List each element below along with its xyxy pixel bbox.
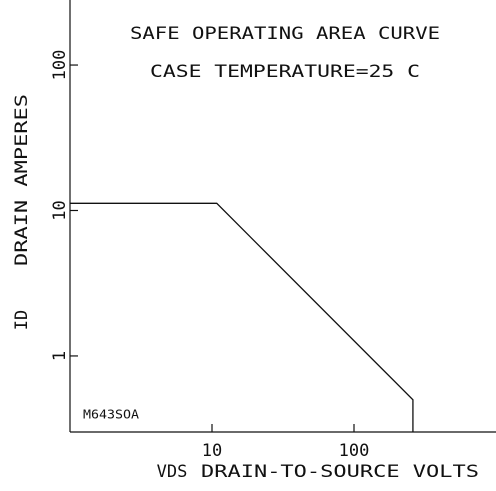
y-tick-label: 10 (50, 200, 70, 220)
y-axis-label: DRAIN AMPERES (12, 94, 32, 266)
chart-subtitle: CASE TEMPERATURE=25 C (150, 62, 420, 82)
soa-line (70, 202, 414, 432)
x-axis-label-short: VDS (157, 462, 188, 482)
y-axis-label-short: ID (12, 310, 32, 330)
chart-title: SAFE OPERATING AREA CURVE (130, 24, 440, 44)
x-tick-label: 100 (339, 441, 370, 461)
y-tick-label: 1 (50, 351, 70, 361)
x-tick-label: 10 (202, 441, 222, 461)
y-tick-label: 100 (50, 50, 70, 81)
annotation: M643SOA (83, 408, 140, 422)
x-axis-label: DRAIN-TO-SOURCE VOLTS (201, 462, 479, 482)
